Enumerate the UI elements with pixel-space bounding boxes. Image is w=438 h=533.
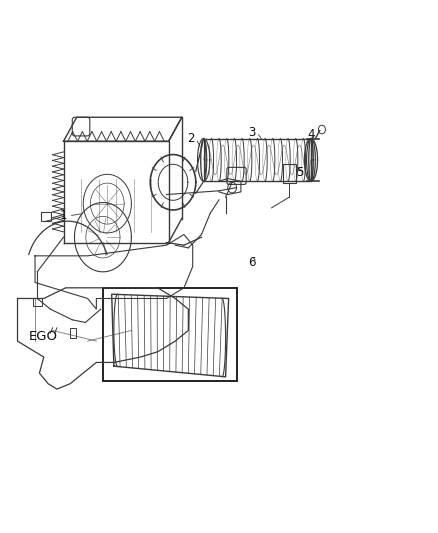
Bar: [103, 288, 237, 381]
FancyBboxPatch shape: [227, 167, 246, 184]
Text: 4: 4: [307, 128, 315, 141]
Text: 6: 6: [248, 256, 256, 269]
Bar: [41, 212, 51, 221]
Text: EGO: EGO: [28, 330, 57, 343]
Bar: [70, 328, 76, 338]
Text: 1: 1: [60, 209, 67, 222]
Text: 2: 2: [187, 132, 194, 145]
Bar: [33, 298, 42, 306]
Bar: [283, 164, 296, 183]
Text: 5: 5: [297, 166, 304, 179]
Text: 3: 3: [248, 126, 255, 139]
